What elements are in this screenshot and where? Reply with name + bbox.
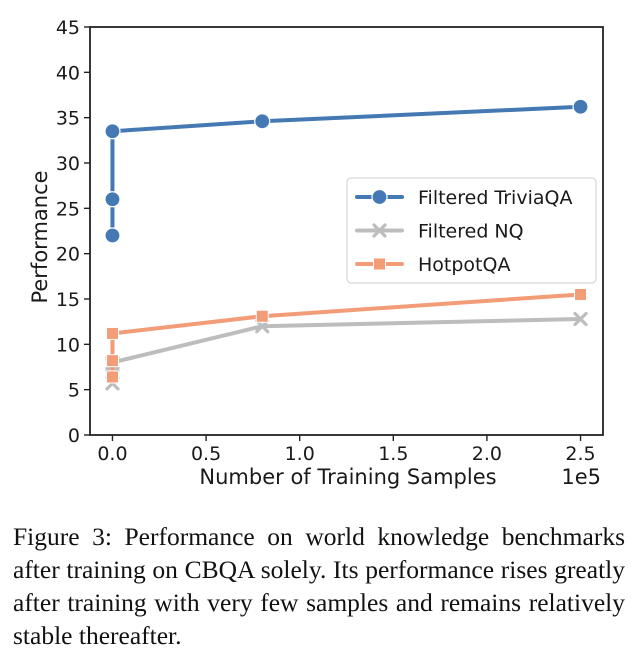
y-tick-label: 20 xyxy=(56,244,80,266)
series-line-hotpotqa xyxy=(110,292,583,379)
y-tick-label: 45 xyxy=(56,17,80,39)
data-point-hotpotqa xyxy=(105,354,119,368)
legend-marker-hotpotqa xyxy=(373,257,386,271)
figure-caption: Figure 3: Performance on world knowledge… xyxy=(13,522,625,650)
x-tick-label: 0.0 xyxy=(97,443,127,465)
x-axis: 0.0 0.5 1.0 1.5 2.0 2.5 xyxy=(97,435,596,465)
y-tick-label: 10 xyxy=(56,334,80,356)
data-point-hotpotqa xyxy=(574,287,588,301)
y-tick-label: 40 xyxy=(56,62,80,84)
x-axis-label: Number of Training Samples xyxy=(199,465,496,489)
data-point-filtered-triviaqa xyxy=(254,113,271,130)
data-point-filtered-triviaqa xyxy=(104,123,121,140)
y-tick-label: 5 xyxy=(68,380,80,402)
x-tick-label: 0.5 xyxy=(191,443,221,465)
x-tick-label: 1.0 xyxy=(285,443,315,465)
y-tick-label: 30 xyxy=(56,153,80,175)
y-tick-label: 35 xyxy=(56,108,80,130)
data-point-filtered-triviaqa xyxy=(104,227,121,244)
data-point-filtered-triviaqa xyxy=(572,98,589,115)
legend: Filtered TriviaQA Filtered NQ HotpotQA xyxy=(346,177,597,284)
legend-marker-filtered-nq xyxy=(372,223,387,238)
x-tick-label: 1.5 xyxy=(378,443,408,465)
legend-label-filtered-triviaqa: Filtered TriviaQA xyxy=(418,187,572,209)
legend-box xyxy=(346,177,597,284)
legend-label-filtered-nq: Filtered NQ xyxy=(418,221,524,243)
legend-label-hotpotqa: HotpotQA xyxy=(418,254,510,276)
plot-frame xyxy=(89,26,604,436)
y-tick-label: 15 xyxy=(56,289,80,311)
x-tick-label: 2.5 xyxy=(565,443,595,465)
data-point-hotpotqa xyxy=(255,309,269,323)
data-point-filtered-nq xyxy=(573,311,588,327)
y-axis: 0 5 10 15 20 25 30 35 40 45 xyxy=(56,17,90,447)
legend-marker-filtered-triviaqa xyxy=(371,188,388,206)
y-tick-label: 0 xyxy=(68,425,80,447)
y-axis-label: Performance xyxy=(28,170,52,303)
plot-area xyxy=(89,26,604,436)
data-point-hotpotqa xyxy=(105,326,119,340)
data-series xyxy=(104,98,589,391)
data-point-hotpotqa xyxy=(105,370,119,384)
x-tick-label: 2.0 xyxy=(472,443,502,465)
performance-chart: 0 5 10 15 20 25 30 35 40 45 0.0 0.5 1.0 1.5 2.0 2.5 Fi… xyxy=(28,17,604,489)
y-tick-label: 25 xyxy=(56,198,80,220)
series-line-filtered-nq xyxy=(110,316,583,386)
x-axis-offset-label: 1e5 xyxy=(561,465,601,489)
data-point-filtered-triviaqa xyxy=(104,191,121,208)
